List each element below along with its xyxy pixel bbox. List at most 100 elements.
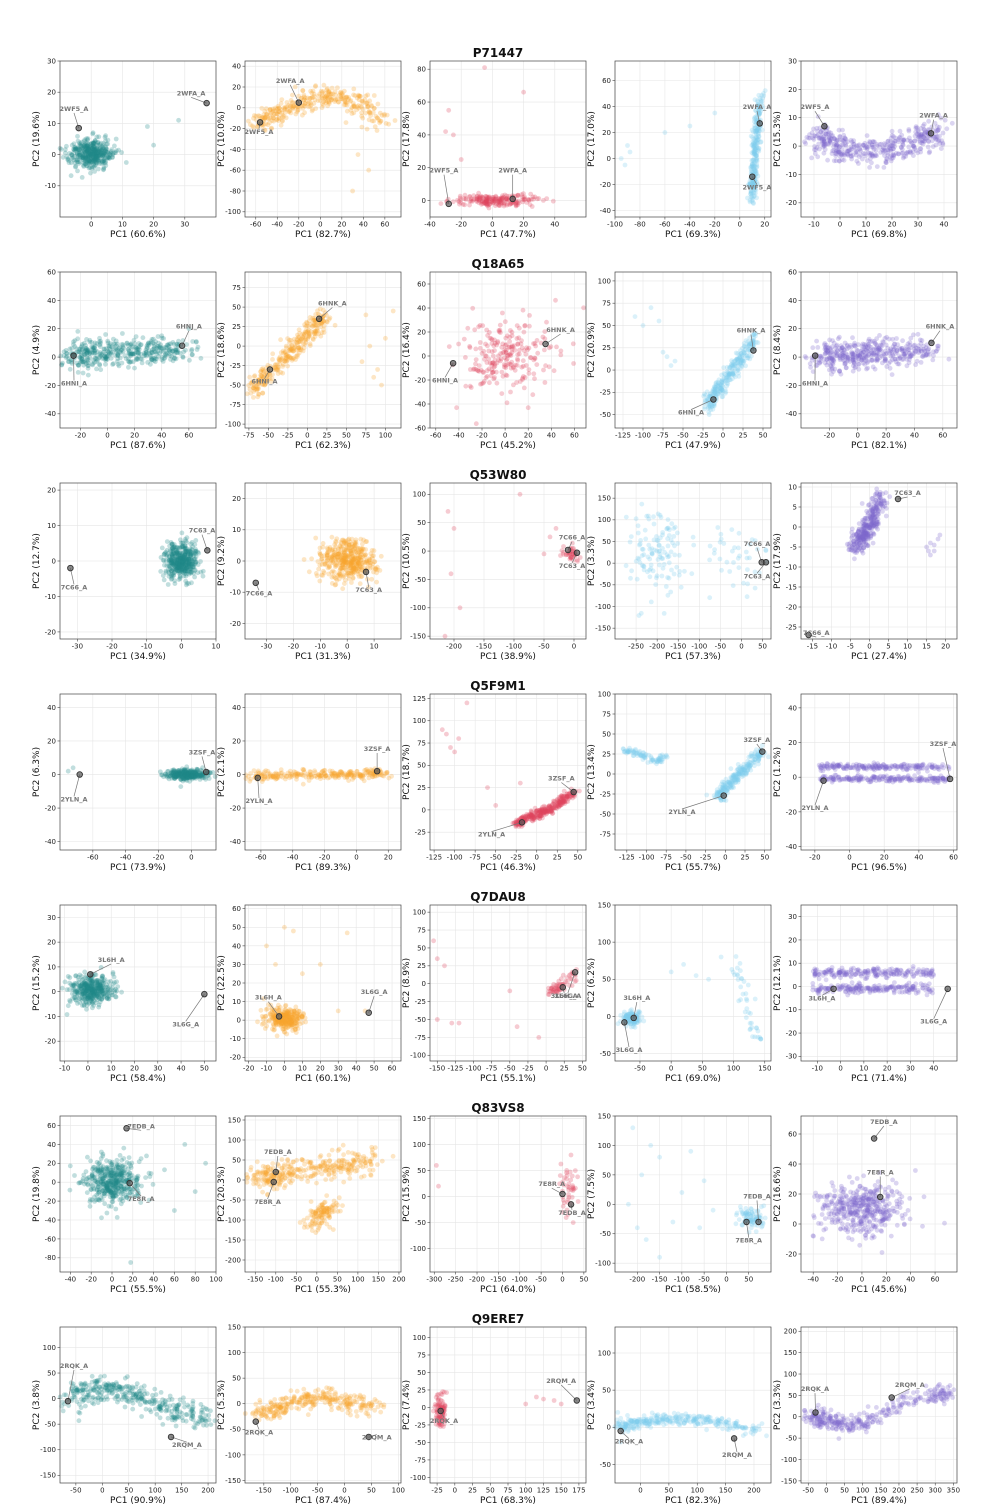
data-point <box>733 367 738 372</box>
data-point <box>90 146 95 151</box>
data-point <box>251 116 256 121</box>
data-point <box>314 571 319 576</box>
data-point <box>749 164 754 169</box>
data-point <box>76 160 81 165</box>
x-tick-label: -20 <box>75 432 86 440</box>
data-point <box>638 542 643 547</box>
x-tick-label: -100 <box>691 643 707 651</box>
data-point <box>803 354 808 359</box>
structure-label: 2WFA_A <box>743 103 772 111</box>
data-point <box>633 314 638 319</box>
data-point <box>729 527 734 532</box>
x-axis-label: PC1 (82.1%) <box>851 441 907 451</box>
y-tick-label: 0 <box>422 547 426 555</box>
data-point <box>365 100 370 105</box>
highlight-point <box>71 353 77 359</box>
highlight-point <box>76 125 82 131</box>
data-point <box>896 151 901 156</box>
data-point <box>328 315 333 320</box>
data-point <box>933 135 938 140</box>
data-point <box>832 158 837 163</box>
y-tick-label: -150 <box>595 625 611 633</box>
plot-frame <box>615 61 771 217</box>
x-tick-label: -40 <box>424 221 435 229</box>
data-point <box>344 557 349 562</box>
data-point <box>195 347 200 352</box>
data-point <box>541 335 546 340</box>
y-tick-label: -20 <box>600 181 611 189</box>
data-point <box>731 583 736 588</box>
data-point <box>841 143 846 148</box>
x-tick-label: -20 <box>824 432 835 440</box>
data-point <box>737 554 742 559</box>
data-point <box>846 152 851 157</box>
data-point <box>321 308 326 313</box>
data-point <box>826 141 831 146</box>
x-tick-label: -60 <box>250 221 261 229</box>
data-point <box>374 580 379 585</box>
y-tick-label: 0 <box>237 557 241 565</box>
data-point <box>640 547 645 552</box>
structure-label: 7C66_A <box>559 534 586 542</box>
data-point <box>639 502 644 507</box>
data-point <box>134 334 139 339</box>
x-tick-label: 40 <box>910 432 919 440</box>
data-point <box>889 348 894 353</box>
data-point <box>533 341 538 346</box>
data-point <box>82 358 87 363</box>
y-axis-label: PC2 (17.8%) <box>402 111 412 167</box>
data-point <box>320 90 325 95</box>
data-point <box>173 581 178 586</box>
data-point <box>503 336 508 341</box>
x-tick-label: -10 <box>315 643 326 651</box>
data-point <box>62 353 67 358</box>
data-point <box>485 374 490 379</box>
data-point <box>936 344 941 349</box>
y-tick-label: 20 <box>417 164 426 172</box>
data-point <box>551 199 556 204</box>
data-point <box>719 537 724 542</box>
data-point <box>888 366 893 371</box>
data-point <box>553 298 558 303</box>
data-point <box>128 343 133 348</box>
data-point <box>246 383 251 388</box>
y-axis-label: PC2 (16.4%) <box>402 322 412 378</box>
x-tick-label: 20 <box>130 432 139 440</box>
data-point <box>351 567 356 572</box>
data-point <box>658 552 663 557</box>
data-point <box>126 365 131 370</box>
x-tick-label: 30 <box>914 221 923 229</box>
data-point <box>90 160 95 165</box>
data-point <box>168 357 173 362</box>
y-tick-label: 0 <box>52 557 56 565</box>
data-point <box>571 341 576 346</box>
y-tick-label: -150 <box>410 633 426 641</box>
data-point <box>496 358 501 363</box>
structure-label: 7C63_A <box>189 527 216 535</box>
data-point <box>889 156 894 161</box>
x-tick-label: -50 <box>538 643 549 651</box>
data-point <box>297 351 302 356</box>
y-tick-label: 75 <box>602 300 611 308</box>
x-tick-label: 0 <box>345 643 349 651</box>
data-point <box>543 380 548 385</box>
data-point <box>160 546 165 551</box>
y-tick-label: 10 <box>232 526 241 534</box>
y-tick-label: 60 <box>602 77 611 85</box>
data-point <box>359 110 364 115</box>
x-tick-label: 20 <box>519 221 528 229</box>
y-tick-label: -20 <box>415 376 426 384</box>
data-point <box>320 573 325 578</box>
x-tick-label: -10 <box>141 643 152 651</box>
data-point <box>507 361 512 366</box>
data-point <box>93 348 98 353</box>
data-point <box>890 352 895 357</box>
data-point <box>756 148 761 153</box>
data-point <box>515 363 520 368</box>
data-point <box>886 148 891 153</box>
data-point <box>88 142 93 147</box>
data-point <box>494 370 499 375</box>
data-point <box>457 202 462 207</box>
data-point <box>350 571 355 576</box>
x-tick-label: -200 <box>446 643 462 651</box>
